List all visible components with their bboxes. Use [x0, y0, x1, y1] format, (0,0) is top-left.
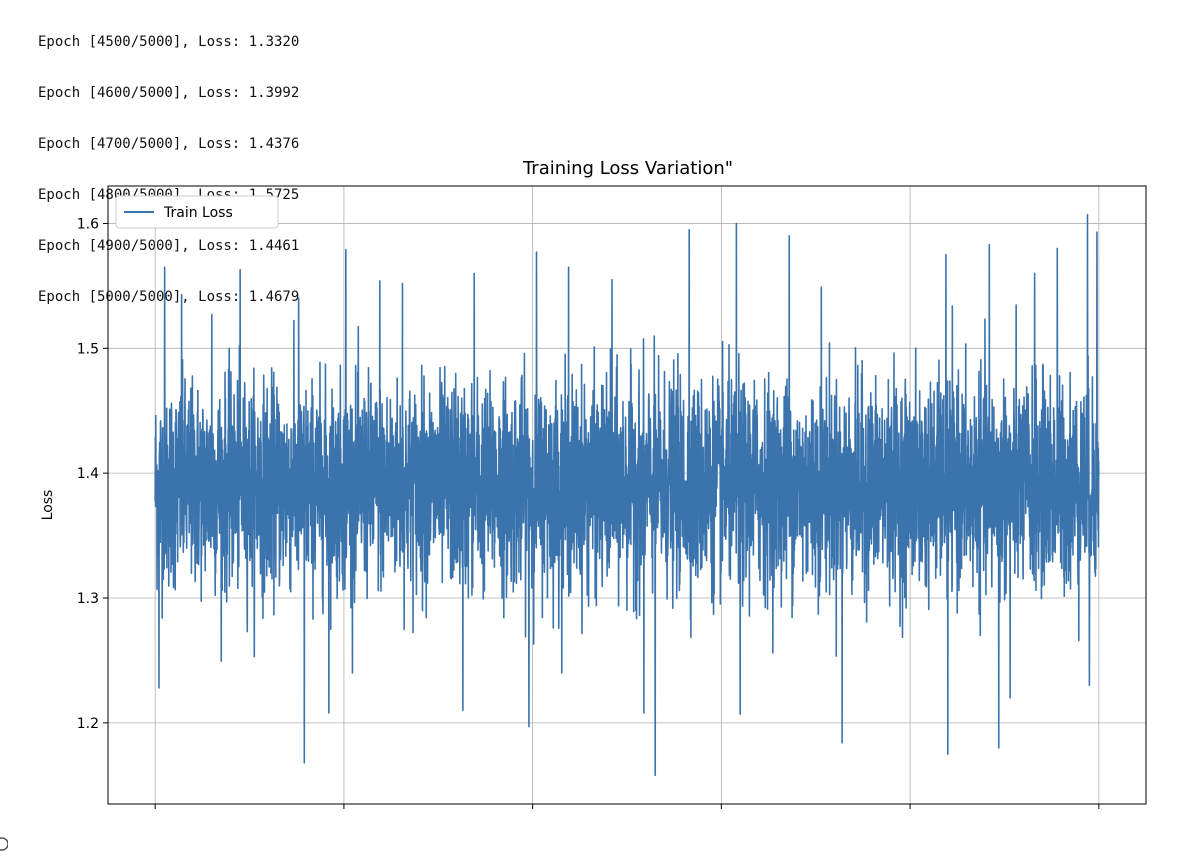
log-line: Epoch [4600/5000], Loss: 1.3992	[38, 85, 300, 101]
y-tick-label: 1.6	[77, 216, 99, 232]
legend-box	[115, 195, 279, 229]
chart-title: Training Loss Variation"	[522, 158, 733, 179]
log-line: Epoch [4500/5000], Loss: 1.3320	[38, 34, 300, 50]
train-loss-line	[154, 213, 1100, 777]
log-line: Epoch [4900/5000], Loss: 1.4461	[38, 238, 300, 254]
output-log: Epoch [4500/5000], Loss: 1.3320 Epoch [4…	[38, 0, 299, 323]
log-line: Epoch [4700/5000], Loss: 1.4376	[38, 136, 300, 152]
plot-frame	[107, 185, 1147, 805]
y-tick-label: 1.4	[77, 466, 99, 482]
y-tick-label: 1.2	[77, 716, 99, 732]
y-tick-label: 1.5	[77, 341, 99, 357]
series-layer	[154, 213, 1100, 777]
legend: Train Loss	[115, 195, 279, 229]
legend-label-train-loss: Train Loss	[163, 205, 233, 221]
y-tick-label: 1.3	[77, 591, 99, 607]
cell-status-icon	[0, 836, 8, 852]
y-axis-label: Loss	[40, 490, 56, 521]
axes-layer: 1.2 1.3 1.4 1.5 1.6	[77, 185, 1147, 809]
